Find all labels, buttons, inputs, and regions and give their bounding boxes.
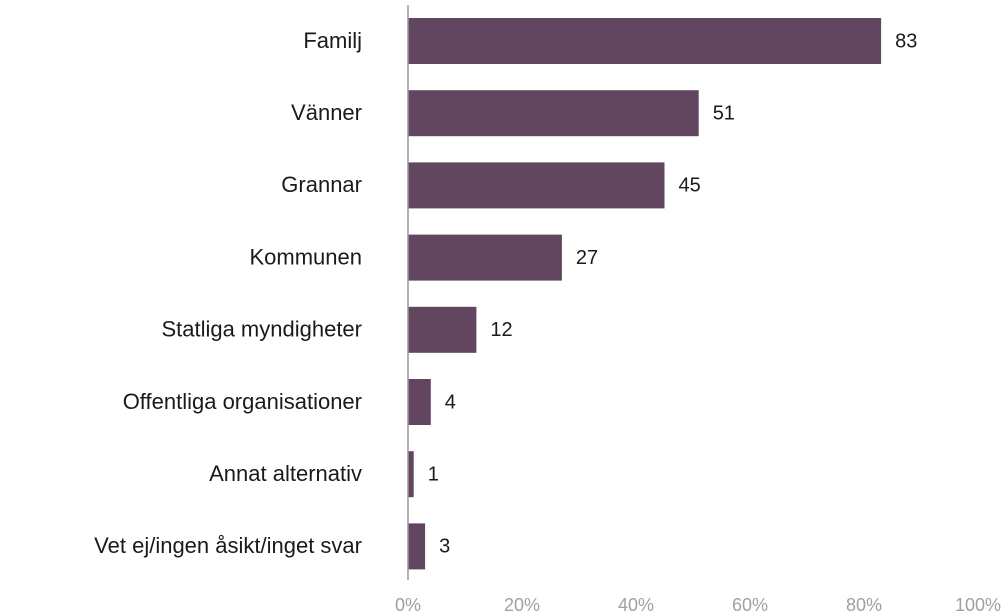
value-label: 83 xyxy=(895,30,917,52)
bar xyxy=(408,18,882,64)
category-label: Familj xyxy=(303,28,362,53)
value-label: 3 xyxy=(439,536,450,558)
bar xyxy=(408,306,477,353)
value-label: 45 xyxy=(679,175,701,197)
x-tick-label: 40% xyxy=(618,595,654,615)
category-label: Offentliga organisationer xyxy=(123,389,362,414)
x-tick-label: 0% xyxy=(395,595,421,615)
bar xyxy=(408,90,699,137)
x-tick-label: 80% xyxy=(846,595,882,615)
category-label: Vänner xyxy=(291,100,362,125)
value-label: 27 xyxy=(576,247,598,269)
x-tick-label: 100% xyxy=(955,595,1001,615)
x-tick-label: 20% xyxy=(504,595,540,615)
value-label: 1 xyxy=(428,463,439,485)
value-label: 4 xyxy=(445,391,456,413)
value-label: 51 xyxy=(713,102,735,124)
bar xyxy=(408,162,665,209)
category-label: Grannar xyxy=(281,172,362,197)
x-tick-label: 60% xyxy=(732,595,768,615)
category-label: Kommunen xyxy=(249,244,362,269)
category-label: Statliga myndigheter xyxy=(161,317,362,342)
bar xyxy=(408,451,414,498)
category-label: Vet ej/ingen åsikt/inget svar xyxy=(94,533,362,558)
category-label: Annat alternativ xyxy=(209,461,362,486)
bar xyxy=(408,234,562,281)
bar xyxy=(408,523,426,570)
value-label: 12 xyxy=(490,319,512,341)
bar xyxy=(408,379,431,425)
